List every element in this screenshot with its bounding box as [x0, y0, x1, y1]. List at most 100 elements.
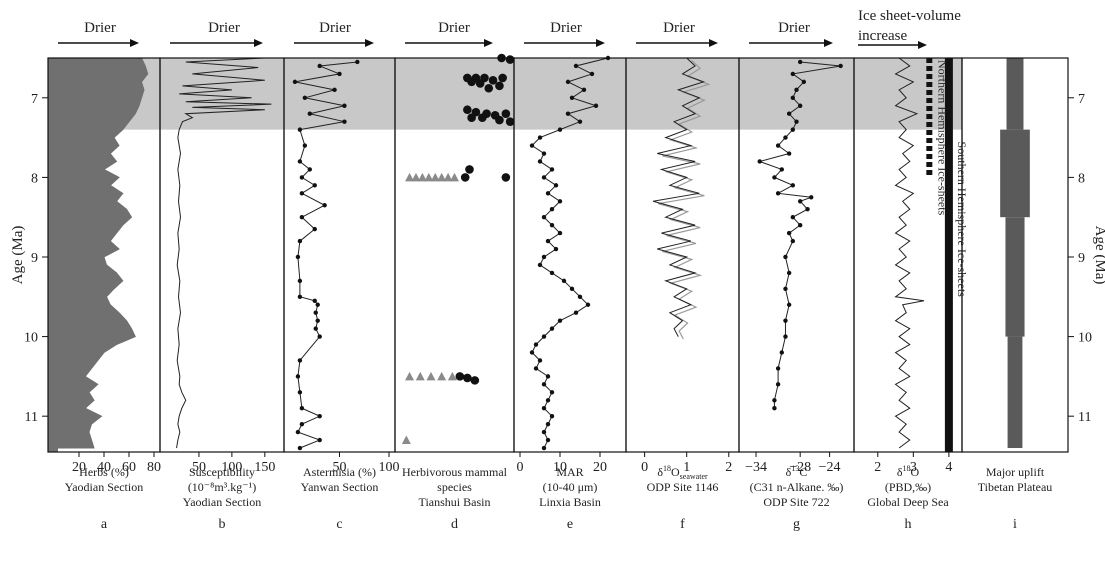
y-tick-label-right-1: 8	[1078, 171, 1085, 186]
x-tick-label-h-0: 2	[874, 460, 881, 475]
panel-letter-f: f	[680, 517, 685, 532]
data-point-g-32	[775, 366, 781, 371]
drier-arrowhead-e	[596, 39, 605, 47]
x-tick-label-a-2: 60	[122, 460, 136, 475]
y-tick-label-left-1: 8	[31, 171, 38, 186]
data-point-e-3	[565, 79, 571, 85]
y-tick-label-left-0: 7	[31, 92, 38, 107]
series-line-h	[894, 57, 925, 449]
x-label-e-1: (10-40 μm)	[543, 480, 598, 494]
data-point-c-6	[342, 103, 347, 108]
y-axis-label-left: Age (Ma)	[10, 226, 26, 285]
y-tick-label-left-2: 9	[31, 251, 38, 266]
data-point-e-44	[541, 406, 547, 411]
mammal-dot-7	[467, 77, 476, 87]
mammal-dot-23	[455, 372, 465, 381]
x-label-e-0: MAR	[556, 465, 583, 479]
data-point-c-34	[299, 421, 305, 427]
x-tick-label-b-1: 100	[221, 460, 242, 475]
x-label-f-1: ODP Site 1146	[647, 480, 719, 494]
mammal-triangle-4	[430, 172, 440, 182]
data-point-c-26	[315, 318, 320, 323]
data-point-c-29	[297, 358, 303, 363]
data-point-g-35	[772, 406, 777, 411]
x-label-h-2: Global Deep Sea	[867, 495, 949, 509]
series-line-f-black	[652, 57, 706, 337]
data-point-g-28	[786, 302, 792, 307]
data-point-c-16	[322, 203, 327, 208]
uplift-bar-1	[1000, 129, 1030, 218]
mammal-dot-8	[475, 79, 485, 88]
herbs-area-base	[48, 58, 58, 452]
data-point-g-3	[801, 79, 807, 85]
mammal-dot-24	[463, 373, 472, 383]
data-point-e-37	[529, 350, 535, 355]
data-point-g-22	[797, 222, 803, 228]
data-point-e-38	[537, 358, 543, 363]
x-tick-label-a-3: 80	[147, 460, 161, 475]
data-point-g-34	[772, 398, 777, 403]
mammal-triangle-2	[417, 172, 427, 182]
drier-label-a: Drier	[84, 20, 116, 36]
data-point-c-19	[297, 238, 303, 244]
data-point-g-29	[783, 318, 788, 323]
data-point-c-17	[299, 214, 305, 220]
data-point-e-17	[545, 191, 551, 196]
ice-title-line-1: increase	[858, 28, 907, 44]
x-tick-label-g-0: −34	[745, 460, 767, 475]
data-point-c-28	[317, 334, 322, 339]
mammal-triangle-6	[443, 172, 453, 182]
data-point-e-28	[561, 278, 567, 284]
data-point-e-8	[577, 119, 583, 124]
data-point-g-13	[757, 159, 762, 164]
data-point-c-20	[295, 254, 301, 260]
data-point-e-13	[537, 159, 543, 164]
y-tick-label-left-4: 11	[25, 410, 38, 425]
data-point-g-9	[790, 127, 796, 132]
x-tick-label-f-1: 1	[683, 460, 690, 475]
data-point-e-34	[549, 326, 555, 331]
data-point-g-30	[783, 334, 788, 339]
data-point-c-9	[297, 127, 303, 132]
data-point-c-27	[313, 326, 318, 331]
data-point-c-30	[295, 374, 301, 379]
data-point-c-3	[292, 79, 298, 85]
drier-arrowhead-b	[254, 39, 263, 47]
mammal-dot-1	[505, 55, 515, 64]
data-point-e-39	[533, 366, 539, 371]
x-label-d-2: Tianshui Basin	[419, 495, 491, 509]
data-point-e-48	[545, 437, 551, 443]
mammal-dot-22	[501, 173, 511, 182]
data-point-c-15	[299, 191, 305, 196]
x-tick-label-c-0: 50	[333, 460, 347, 475]
mammal-dot-5	[488, 75, 498, 85]
herbs-area	[53, 57, 149, 449]
x-tick-label-b-2: 150	[254, 460, 275, 475]
mammal-triangle-10	[426, 371, 436, 381]
data-point-e-6	[593, 103, 599, 108]
x-label-d-0: Herbivorous mammal	[402, 465, 508, 479]
panel-letter-e: e	[567, 517, 573, 532]
data-point-e-24	[553, 246, 559, 252]
x-label-i-1: Tibetan Plateau	[978, 480, 1053, 494]
data-point-e-10	[537, 135, 543, 140]
drier-label-f: Drier	[663, 20, 695, 36]
data-point-g-17	[775, 191, 781, 196]
data-point-e-25	[541, 254, 547, 260]
data-point-c-36	[317, 437, 322, 443]
series-line-c	[294, 61, 358, 449]
x-label-c-1: Yanwan Section	[301, 480, 379, 494]
mammal-dot-6	[498, 73, 507, 83]
x-tick-label-a-0: 20	[72, 460, 86, 475]
drier-label-c: Drier	[319, 20, 351, 36]
data-point-e-33	[557, 318, 563, 323]
uplift-bar-3	[1007, 336, 1023, 449]
data-point-c-37	[297, 445, 303, 451]
data-point-e-11	[529, 143, 535, 148]
data-point-c-11	[297, 159, 303, 164]
mammal-triangle-3	[424, 172, 434, 182]
data-point-c-2	[337, 71, 342, 77]
drier-arrowhead-d	[484, 39, 493, 47]
y-axis-label-right: Age (Ma)	[1092, 226, 1105, 285]
